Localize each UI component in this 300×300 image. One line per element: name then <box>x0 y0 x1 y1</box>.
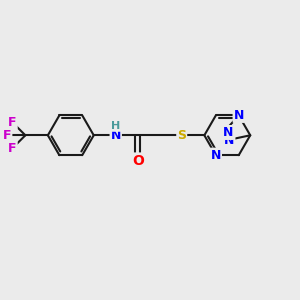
Text: F: F <box>8 142 17 155</box>
Text: N: N <box>211 149 221 162</box>
Text: N: N <box>234 109 244 122</box>
Text: N: N <box>224 134 235 147</box>
Text: S: S <box>177 129 186 142</box>
Text: N: N <box>110 129 121 142</box>
Text: F: F <box>8 116 17 129</box>
Text: O: O <box>132 154 144 167</box>
Text: N: N <box>223 126 233 139</box>
Text: H: H <box>111 121 120 131</box>
Text: F: F <box>3 129 11 142</box>
